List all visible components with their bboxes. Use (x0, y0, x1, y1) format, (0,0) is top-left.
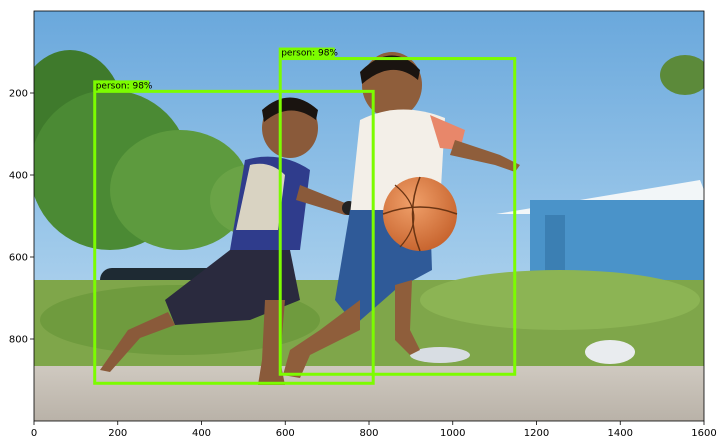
y-tick-label: 400 (9, 171, 28, 182)
x-axis: 0 200 400 600 800 1000 1200 1400 1600 (31, 421, 717, 439)
boy-left (100, 97, 385, 385)
basketball (382, 176, 458, 252)
x-tick-label: 1200 (524, 428, 549, 439)
box-label-background (278, 47, 335, 58)
detection-1: person: 98% (278, 47, 517, 376)
x-tick-label: 1000 (440, 428, 465, 439)
box-label: person: 98% (96, 81, 153, 91)
y-axis: 200 400 600 800 (9, 89, 34, 346)
trees (34, 50, 704, 250)
bounding-box (278, 57, 517, 376)
bounding-box (93, 89, 375, 385)
y-tick-label: 200 (9, 89, 28, 100)
x-tick-label: 1600 (691, 428, 716, 439)
x-tick-label: 1400 (608, 428, 633, 439)
y-tick-label: 800 (9, 335, 28, 346)
x-tick-label: 200 (108, 428, 127, 439)
box-label-background (93, 80, 150, 91)
x-tick-label: 800 (359, 428, 378, 439)
box-label: person: 98% (281, 49, 338, 59)
x-tick-label: 400 (192, 428, 211, 439)
detections-layer: person: 98% person: 98% (93, 47, 517, 385)
y-tick-label: 600 (9, 253, 28, 264)
detection-0: person: 98% (93, 80, 375, 385)
x-tick-label: 600 (276, 428, 295, 439)
x-tick-label: 0 (31, 428, 37, 439)
photo (34, 11, 704, 421)
